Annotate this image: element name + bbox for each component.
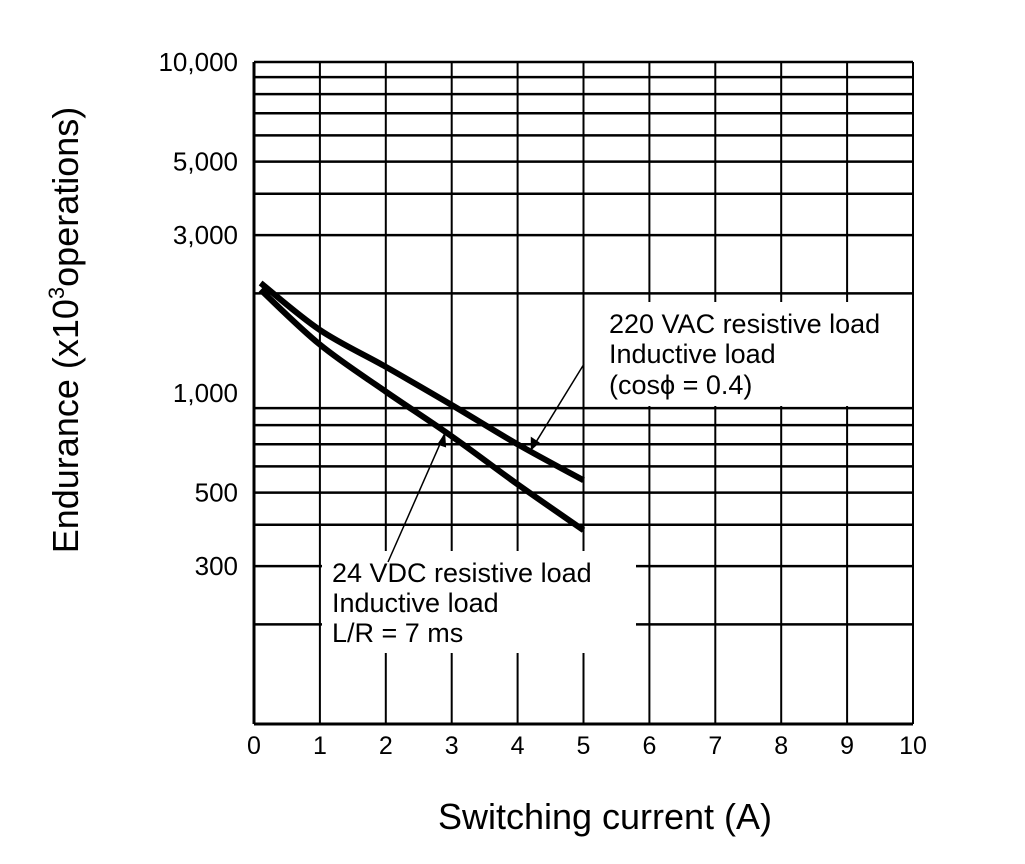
series-group bbox=[258, 280, 586, 533]
x-tick-label: 5 bbox=[577, 732, 591, 760]
annotation-220vac-line3: (cosϕ = 0.4) bbox=[609, 370, 752, 400]
leader-lines bbox=[387, 363, 585, 563]
y-tick-label: 5,000 bbox=[173, 147, 238, 177]
y-tick-label: 3,000 bbox=[173, 220, 238, 250]
y-tick-label: 1,000 bbox=[173, 378, 238, 408]
leader-line-220vac bbox=[530, 363, 585, 451]
y-axis-title-superscript: 3 bbox=[44, 287, 69, 299]
leader-line-24vdc bbox=[387, 432, 446, 563]
y-axis-title: Endurance (x103operations) bbox=[44, 107, 86, 554]
leader-arrow-220vac bbox=[530, 436, 540, 451]
annotation-220vac-line1: 220 VAC resistive load bbox=[609, 309, 880, 339]
x-tick-label: 8 bbox=[774, 732, 788, 760]
leader-arrow-24vdc bbox=[437, 432, 447, 448]
annotation-backgrounds bbox=[322, 302, 918, 653]
x-tick-label: 7 bbox=[708, 732, 722, 760]
annotation-24vdc-line2: Inductive load bbox=[332, 588, 499, 618]
x-tick-label: 0 bbox=[247, 732, 261, 760]
annotation-220vac-line2: Inductive load bbox=[609, 339, 776, 369]
annotation-24vdc-line3: L/R = 7 ms bbox=[332, 618, 463, 648]
annotation-220vac: 220 VAC resistive load Inductive load (c… bbox=[609, 309, 880, 400]
x-tick-labels: 0 1 2 3 4 5 6 7 8 9 10 bbox=[247, 732, 927, 760]
x-tick-label: 2 bbox=[379, 732, 393, 760]
x-tick-label: 9 bbox=[840, 732, 854, 760]
plot-frame bbox=[252, 61, 914, 726]
y-axis-title-main: Endurance (x10 bbox=[45, 299, 86, 553]
annotation-24vdc-background bbox=[322, 551, 636, 653]
annotation-24vdc: 24 VDC resistive load Inductive load L/R… bbox=[332, 558, 592, 648]
x-tick-label: 1 bbox=[313, 732, 327, 760]
series-line-1 bbox=[258, 280, 585, 483]
y-tick-label: 500 bbox=[195, 478, 238, 508]
y-tick-labels: 10,000 5,000 3,000 1,000 500 300 bbox=[158, 47, 238, 581]
x-tick-label: 10 bbox=[899, 732, 927, 760]
x-tick-label: 4 bbox=[511, 732, 525, 760]
y-axis-title-rest: operations) bbox=[45, 107, 86, 287]
x-tick-label: 6 bbox=[642, 732, 656, 760]
series-line-2 bbox=[258, 287, 586, 533]
x-axis-title: Switching current (A) bbox=[438, 796, 772, 837]
y-tick-label: 10,000 bbox=[158, 47, 238, 77]
x-tick-label: 3 bbox=[445, 732, 459, 760]
y-tick-label: 300 bbox=[195, 551, 238, 581]
annotation-220vac-background bbox=[598, 302, 918, 406]
annotation-24vdc-line1: 24 VDC resistive load bbox=[332, 558, 592, 588]
